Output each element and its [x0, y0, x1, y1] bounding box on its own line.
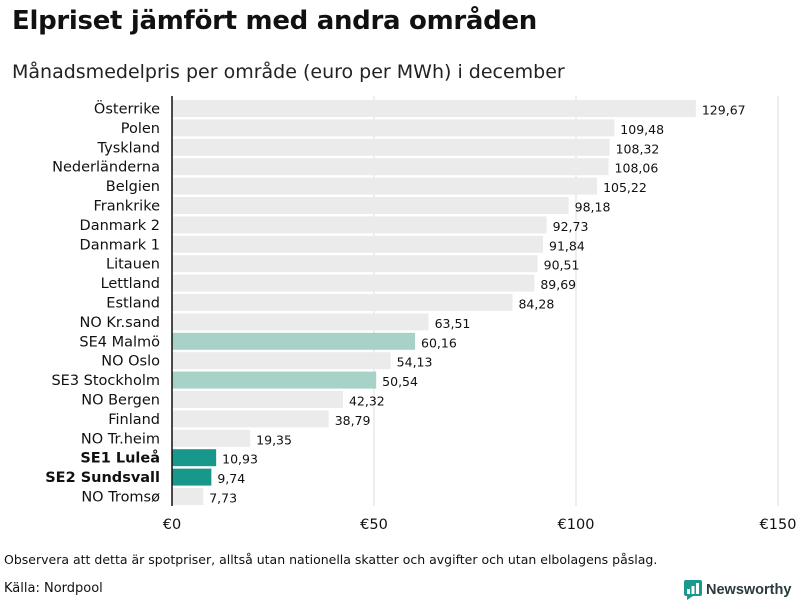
- category-label: NO Tr.heim: [81, 431, 160, 447]
- brand-logo: Newsworthy: [684, 579, 791, 601]
- bar: [172, 177, 598, 195]
- value-label: 38,79: [335, 413, 371, 428]
- chart-title: Elpriset jämfört med andra områden: [12, 6, 537, 36]
- category-label: NO Bergen: [81, 393, 160, 409]
- value-label: 7,73: [209, 491, 237, 506]
- brand-name: Newsworthy: [706, 582, 792, 598]
- value-label: 108,06: [615, 161, 659, 176]
- category-label: SE2 Sundsvall: [45, 470, 160, 486]
- category-label: Lettland: [101, 276, 160, 292]
- value-label: 129,67: [702, 103, 746, 118]
- x-tick-label: €100: [558, 517, 595, 533]
- value-label: 90,51: [544, 258, 580, 273]
- value-label: 105,22: [603, 180, 647, 195]
- category-label: NO Kr.sand: [80, 315, 160, 331]
- x-tick-label: €150: [760, 517, 797, 533]
- value-label: 10,93: [222, 452, 258, 467]
- footnote: Observera att detta är spotpriser, allts…: [4, 552, 658, 567]
- x-tick-label: €0: [163, 517, 181, 533]
- value-label: 98,18: [575, 200, 611, 215]
- value-label: 84,28: [518, 297, 554, 312]
- bar: [172, 216, 547, 234]
- bar: [172, 235, 544, 253]
- value-label: 50,54: [382, 374, 418, 389]
- bar: [172, 274, 535, 292]
- value-label: 19,35: [256, 432, 292, 447]
- value-label: 108,32: [616, 141, 660, 156]
- category-label: NO Tromsø: [81, 490, 160, 506]
- category-label: Estland: [106, 296, 160, 312]
- category-label: Danmark 2: [80, 218, 160, 234]
- value-label: 89,69: [540, 277, 576, 292]
- value-label: 60,16: [421, 335, 457, 350]
- bar-chart: Österrike 129,67 Polen 109,48 Tyskland 108,32…: [45, 96, 797, 533]
- value-label: 92,73: [553, 219, 589, 234]
- source-note: Källa: Nordpool: [4, 581, 103, 596]
- category-label: Danmark 1: [80, 237, 160, 253]
- category-label: Belgien: [106, 179, 160, 195]
- value-label: 63,51: [435, 316, 471, 331]
- value-label: 109,48: [620, 122, 664, 137]
- category-label: Finland: [108, 412, 160, 428]
- bar: [172, 100, 696, 117]
- newsworthy-logo-icon: [684, 580, 702, 600]
- bar: [172, 352, 391, 370]
- category-label: Litauen: [106, 257, 160, 273]
- category-label: SE3 Stockholm: [51, 373, 160, 389]
- bar: [172, 410, 329, 428]
- category-label: SE1 Luleå: [80, 450, 160, 467]
- category-label: Frankrike: [93, 199, 160, 215]
- bar: [172, 119, 615, 137]
- bar: [172, 158, 609, 176]
- bar: [172, 488, 204, 505]
- category-label: Polen: [121, 121, 160, 137]
- bar: [172, 138, 610, 156]
- category-label: Österrike: [94, 100, 160, 118]
- bar: [172, 429, 251, 447]
- bar: [172, 197, 569, 214]
- bar: [172, 255, 538, 273]
- value-label: 91,84: [549, 238, 585, 253]
- x-tick-label: €50: [360, 517, 388, 533]
- category-label: SE4 Malmö: [79, 334, 160, 350]
- value-label: 54,13: [397, 355, 433, 370]
- category-label: Tyskland: [97, 140, 160, 156]
- value-label: 42,32: [349, 394, 385, 409]
- bar: [172, 468, 212, 486]
- bar: [172, 449, 217, 467]
- bar: [172, 332, 416, 350]
- value-label: 9,74: [217, 471, 245, 486]
- chart-subtitle: Månadsmedelpris per område (euro per MWh…: [12, 61, 565, 83]
- bar: [172, 391, 343, 408]
- category-label: NO Oslo: [101, 354, 160, 370]
- bar: [172, 313, 429, 331]
- bar: [172, 294, 513, 311]
- bar: [172, 371, 377, 389]
- category-label: Nederländerna: [52, 160, 160, 176]
